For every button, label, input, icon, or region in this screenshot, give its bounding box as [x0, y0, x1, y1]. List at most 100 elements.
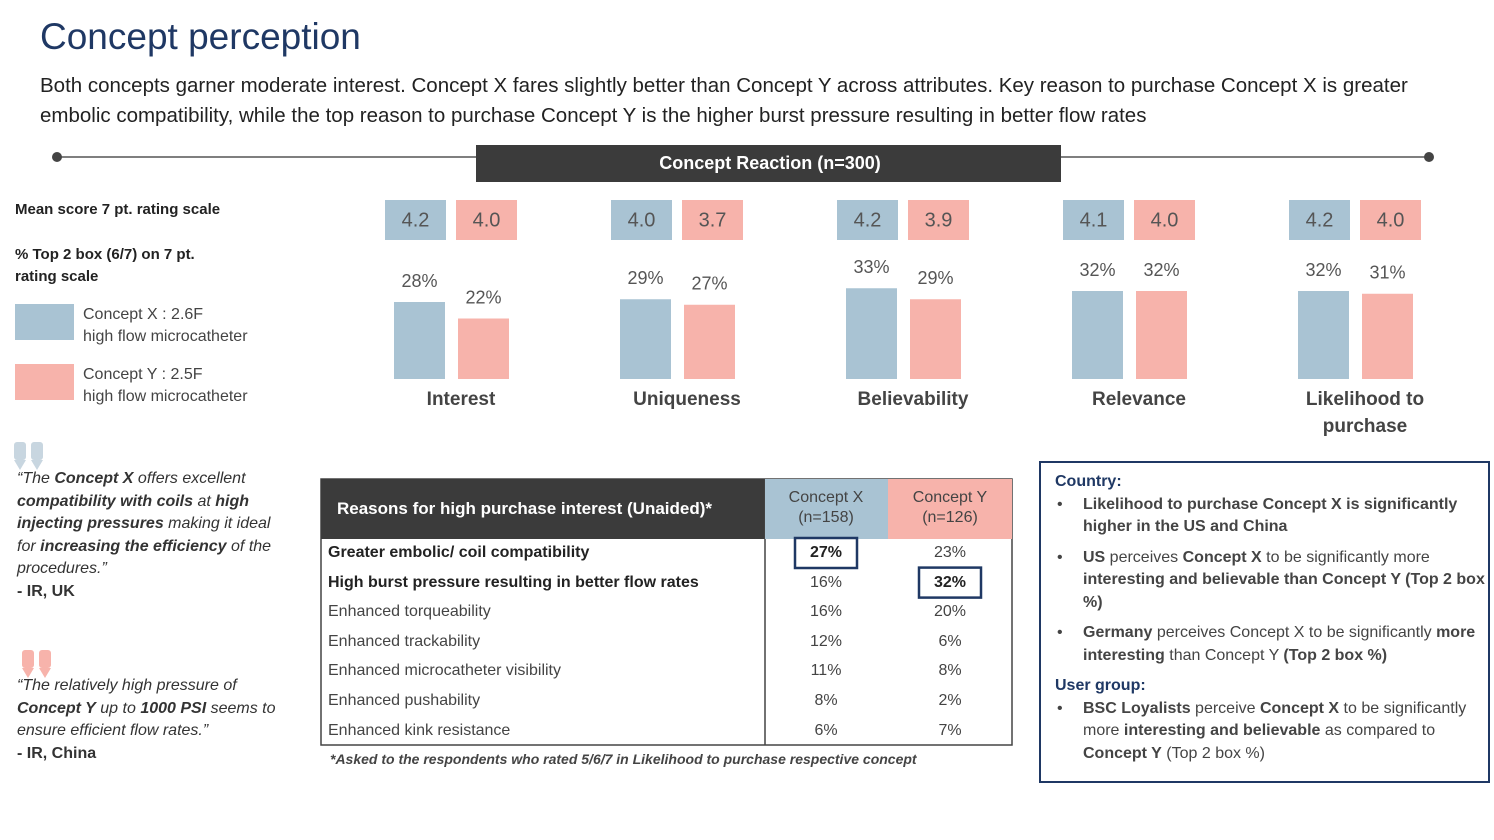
mean-box	[611, 200, 672, 240]
bar	[1072, 291, 1123, 379]
legend-swatch	[15, 364, 74, 400]
mean-label: 4.0	[473, 209, 501, 231]
row-label: Enhanced torqueability	[328, 603, 491, 621]
category-label: Believability	[857, 389, 969, 410]
category-label: Relevance	[1091, 389, 1186, 410]
bar	[684, 304, 735, 379]
mean-label: 4.1	[1080, 209, 1108, 231]
text-run: making it ideal for	[17, 515, 271, 555]
column-header: Concept X (n=158)	[788, 489, 864, 526]
text-run: BSC Loyalists	[1083, 699, 1191, 717]
mean-box	[1134, 200, 1195, 240]
mean-box	[456, 200, 517, 240]
row-label: Enhanced pushability	[328, 692, 481, 709]
legend-swatch	[15, 304, 74, 340]
cell-value: 2%	[938, 692, 962, 709]
mean-box	[1063, 200, 1124, 240]
text-run: 1000 PSI	[140, 699, 207, 717]
value-label: 29%	[917, 268, 953, 288]
finding-bullet: Likelihood to purchase Concept X is sign…	[1055, 494, 1488, 539]
cell-value: 12%	[809, 632, 843, 650]
findings-heading: Country:	[1055, 473, 1122, 490]
cell-value: 23%	[933, 544, 967, 561]
finding-bullet: US perceives Concept X to be significant…	[1055, 547, 1488, 615]
mean-box	[385, 200, 446, 240]
scale-label: Mean score 7 pt. rating scale	[15, 201, 221, 218]
mean-box	[1289, 200, 1350, 240]
findings-heading: User group:	[1055, 677, 1146, 694]
cell-value: 20%	[933, 603, 967, 621]
quote: “The relatively high pressure of Concept…	[17, 675, 289, 765]
mean-label: 3.9	[925, 209, 953, 231]
quote-author: - IR, China	[17, 744, 97, 762]
bar	[394, 302, 445, 379]
bar	[620, 299, 671, 379]
row-label: High burst pressure resulting in better …	[328, 573, 699, 591]
text-run: increasing the efficiency	[40, 537, 227, 555]
quote-icon	[22, 650, 51, 678]
legend-label: Concept X : 2.6F high flow microcatheter	[83, 306, 248, 345]
mean-label: 4.0	[1377, 209, 1405, 231]
bar	[458, 318, 509, 379]
highlight-box	[793, 536, 859, 570]
table-header-bg	[321, 479, 765, 539]
value-label: 31%	[1369, 263, 1405, 283]
cell-value: 32%	[933, 573, 967, 591]
value-label: 29%	[627, 268, 663, 288]
value-label: 28%	[401, 271, 437, 291]
text-run: perceives	[1105, 548, 1183, 566]
divider-end	[52, 152, 62, 162]
text-run: compatibility with coils	[17, 492, 194, 510]
text-run: more interesting	[1083, 624, 1476, 664]
subtitle: Both concepts garner moderate interest. …	[40, 74, 1408, 127]
cell-value: 8%	[938, 662, 962, 680]
highlight-box	[917, 566, 983, 599]
text-run: “The	[17, 470, 55, 487]
mean-label: 4.0	[628, 209, 656, 231]
cell-value: 7%	[938, 721, 962, 739]
cell-value: 27%	[809, 544, 843, 561]
value-label: 33%	[853, 257, 889, 277]
row-label: Enhanced trackability	[328, 632, 481, 650]
text-run: high injecting pressures	[17, 492, 250, 533]
text-run: (Top 2 box %)	[1283, 646, 1388, 664]
quote-icon	[14, 442, 43, 470]
mean-label: 4.2	[402, 209, 430, 231]
quote-author: - IR, UK	[17, 582, 75, 600]
mean-box	[908, 200, 969, 240]
text-run: Concept Y	[17, 699, 96, 717]
value-label: 27%	[691, 274, 727, 294]
bar	[1298, 291, 1349, 379]
cell-value: 16%	[809, 603, 843, 621]
text-run: Likelihood to purchase Concept X is sign…	[1083, 495, 1458, 536]
text-run: seems to ensure efficient flow rates.”	[17, 699, 276, 740]
cell-value: 11%	[810, 662, 842, 680]
mean-label: 4.2	[854, 209, 882, 231]
column-header: Concept Y (n=126)	[912, 489, 988, 526]
text-run: to be significantly more	[1083, 699, 1467, 740]
text-run: at	[193, 492, 216, 510]
text-run: Concept X	[1259, 699, 1340, 717]
table-header-bg	[888, 479, 1012, 539]
finding-bullet: Germany perceives Concept X to be signif…	[1055, 622, 1488, 667]
text-run: Concept X	[54, 470, 134, 487]
divider-end	[1424, 152, 1434, 162]
chart-title: Concept Reaction (n=300)	[659, 153, 881, 173]
text-run: perceive	[1190, 699, 1260, 717]
category-label: Uniqueness	[633, 389, 741, 410]
text-run: Germany	[1083, 624, 1153, 641]
bar	[846, 288, 897, 379]
value-label: 22%	[465, 287, 501, 307]
cell-value: 6%	[814, 721, 838, 739]
text-run: than Concept Y	[1164, 646, 1284, 664]
mean-label: 3.7	[699, 209, 727, 231]
legend-label: Concept Y : 2.5F high flow microcatheter	[83, 366, 248, 405]
cell-value: 16%	[809, 573, 843, 591]
text-run: as compared to	[1320, 722, 1436, 739]
text-run: “The relatively high pressure of	[17, 677, 237, 694]
finding-bullet: BSC Loyalists perceive Concept X to be s…	[1055, 698, 1488, 766]
value-label: 32%	[1305, 260, 1341, 280]
text-run: of the procedures.”	[17, 537, 272, 578]
text-run: US	[1083, 548, 1106, 566]
